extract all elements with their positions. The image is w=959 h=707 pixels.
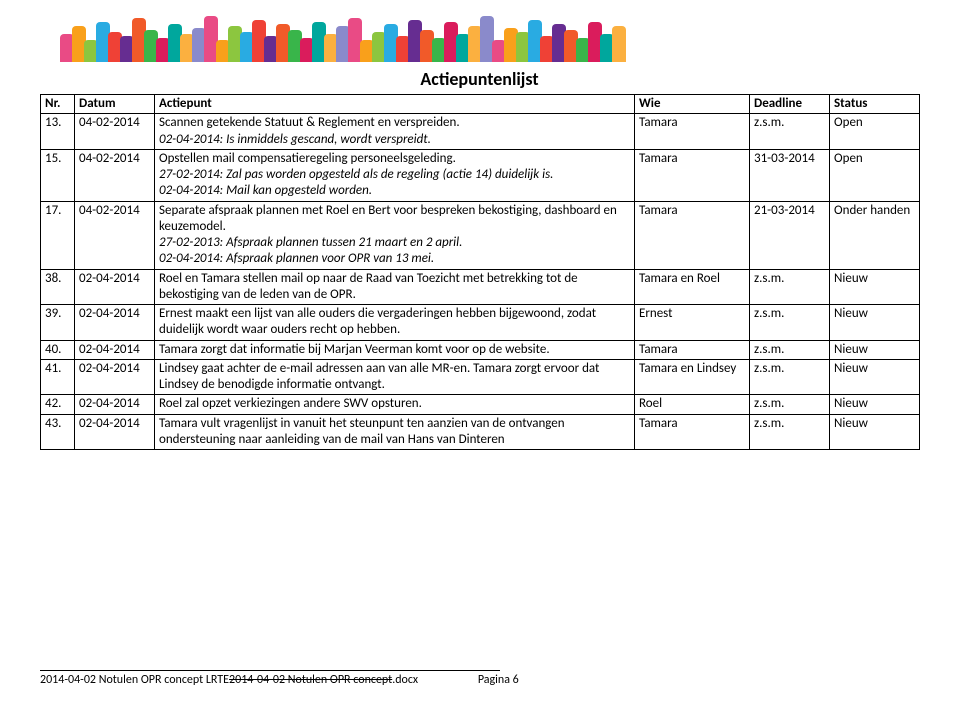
cell-status: Nieuw	[830, 395, 920, 414]
cell-actiepunt: Scannen getekende Statuut & Reglement en…	[155, 114, 635, 150]
cell-deadline: z.s.m.	[750, 114, 830, 150]
cell-datum: 04-02-2014	[75, 201, 155, 269]
table-row: 42.02-04-2014Roel zal opzet verkiezingen…	[41, 395, 920, 414]
cell-wie: Tamara	[635, 201, 750, 269]
cell-nr: 15.	[41, 149, 75, 201]
page-title: Actiepuntenlijst	[40, 68, 919, 90]
actiepunt-main: Scannen getekende Statuut & Reglement en…	[159, 115, 630, 131]
cell-nr: 39.	[41, 305, 75, 341]
table-row: 13.04-02-2014Scannen getekende Statuut &…	[41, 114, 920, 150]
cell-wie: Tamara	[635, 149, 750, 201]
actiepunt-main: Roel zal opzet verkiezingen andere SWV o…	[159, 396, 630, 412]
cell-datum: 04-02-2014	[75, 114, 155, 150]
actiepunt-main: Opstellen mail compensatieregeling perso…	[159, 151, 630, 167]
cell-datum: 02-04-2014	[75, 359, 155, 395]
actiepunt-main: Lindsey gaat achter de e-mail adressen a…	[159, 361, 630, 394]
col-nr: Nr.	[41, 95, 75, 114]
actiepunt-note: 02-04-2014: Afspraak plannen voor OPR va…	[159, 251, 630, 267]
cell-status: Open	[830, 114, 920, 150]
footer-page-number: Pagina 6	[478, 673, 519, 687]
cell-actiepunt: Roel zal opzet verkiezingen andere SWV o…	[155, 395, 635, 414]
cell-nr: 42.	[41, 395, 75, 414]
table-row: 43.02-04-2014Tamara vult vragenlijst in …	[41, 414, 920, 450]
cell-deadline: 31-03-2014	[750, 149, 830, 201]
cell-nr: 17.	[41, 201, 75, 269]
cell-actiepunt: Roel en Tamara stellen mail op naar de R…	[155, 269, 635, 305]
colorful-hands-banner	[40, 10, 919, 62]
cell-deadline: 21-03-2014	[750, 201, 830, 269]
col-deadline: Deadline	[750, 95, 830, 114]
action-table: Nr. Datum Actiepunt Wie Deadline Status …	[40, 94, 920, 450]
cell-wie: Ernest	[635, 305, 750, 341]
cell-wie: Tamara	[635, 114, 750, 150]
table-row: 39.02-04-2014Ernest maakt een lijst van …	[41, 305, 920, 341]
cell-actiepunt: Separate afspraak plannen met Roel en Be…	[155, 201, 635, 269]
cell-datum: 02-04-2014	[75, 340, 155, 359]
cell-datum: 02-04-2014	[75, 305, 155, 341]
footer-ext: .docx	[392, 673, 418, 687]
actiepunt-note: 02-04-2014: Mail kan opgesteld worden.	[159, 183, 630, 199]
hand-icon	[612, 26, 626, 62]
cell-status: Nieuw	[830, 359, 920, 395]
cell-deadline: z.s.m.	[750, 359, 830, 395]
cell-wie: Tamara en Roel	[635, 269, 750, 305]
cell-actiepunt: Lindsey gaat achter de e-mail adressen a…	[155, 359, 635, 395]
cell-nr: 38.	[41, 269, 75, 305]
col-datum: Datum	[75, 95, 155, 114]
cell-datum: 02-04-2014	[75, 414, 155, 450]
actiepunt-note: 02-04-2014: Is inmiddels gescand, wordt …	[159, 132, 630, 148]
table-row: 17.04-02-2014Separate afspraak plannen m…	[41, 201, 920, 269]
cell-status: Nieuw	[830, 340, 920, 359]
cell-deadline: z.s.m.	[750, 340, 830, 359]
cell-nr: 41.	[41, 359, 75, 395]
cell-actiepunt: Tamara zorgt dat informatie bij Marjan V…	[155, 340, 635, 359]
actiepunt-main: Roel en Tamara stellen mail op naar de R…	[159, 271, 630, 304]
footer-filename-strike: 2014-04-02 Notulen OPR concept	[229, 673, 392, 687]
actiepunt-main: Ernest maakt een lijst van alle ouders d…	[159, 306, 630, 339]
cell-wie: Roel	[635, 395, 750, 414]
cell-nr: 43.	[41, 414, 75, 450]
table-header-row: Nr. Datum Actiepunt Wie Deadline Status	[41, 95, 920, 114]
cell-status: Onder handen	[830, 201, 920, 269]
cell-status: Nieuw	[830, 414, 920, 450]
col-wie: Wie	[635, 95, 750, 114]
cell-deadline: z.s.m.	[750, 269, 830, 305]
actiepunt-main: Tamara zorgt dat informatie bij Marjan V…	[159, 342, 630, 358]
cell-datum: 02-04-2014	[75, 395, 155, 414]
cell-wie: Tamara en Lindsey	[635, 359, 750, 395]
cell-datum: 04-02-2014	[75, 149, 155, 201]
cell-nr: 13.	[41, 114, 75, 150]
actiepunt-main: Tamara vult vragenlijst in vanuit het st…	[159, 416, 630, 449]
cell-status: Nieuw	[830, 269, 920, 305]
col-actiepunt: Actiepunt	[155, 95, 635, 114]
cell-actiepunt: Opstellen mail compensatieregeling perso…	[155, 149, 635, 201]
cell-nr: 40.	[41, 340, 75, 359]
cell-wie: Tamara	[635, 414, 750, 450]
cell-status: Open	[830, 149, 920, 201]
footer-filename-keep: 2014-04-02 Notulen OPR concept LRTE	[40, 673, 229, 687]
cell-datum: 02-04-2014	[75, 269, 155, 305]
table-row: 41.02-04-2014Lindsey gaat achter de e-ma…	[41, 359, 920, 395]
cell-wie: Tamara	[635, 340, 750, 359]
footer: 2014-04-02 Notulen OPR concept LRTE2014-…	[40, 670, 919, 687]
cell-deadline: z.s.m.	[750, 305, 830, 341]
cell-deadline: z.s.m.	[750, 414, 830, 450]
table-row: 40.02-04-2014Tamara zorgt dat informatie…	[41, 340, 920, 359]
col-status: Status	[830, 95, 920, 114]
actiepunt-note: 27-02-2013: Afspraak plannen tussen 21 m…	[159, 235, 630, 251]
actiepunt-main: Separate afspraak plannen met Roel en Be…	[159, 203, 630, 236]
cell-actiepunt: Ernest maakt een lijst van alle ouders d…	[155, 305, 635, 341]
cell-actiepunt: Tamara vult vragenlijst in vanuit het st…	[155, 414, 635, 450]
actiepunt-note: 27-02-2014: Zal pas worden opgesteld als…	[159, 167, 630, 183]
table-row: 38.02-04-2014Roel en Tamara stellen mail…	[41, 269, 920, 305]
cell-deadline: z.s.m.	[750, 395, 830, 414]
table-row: 15.04-02-2014Opstellen mail compensatier…	[41, 149, 920, 201]
cell-status: Nieuw	[830, 305, 920, 341]
